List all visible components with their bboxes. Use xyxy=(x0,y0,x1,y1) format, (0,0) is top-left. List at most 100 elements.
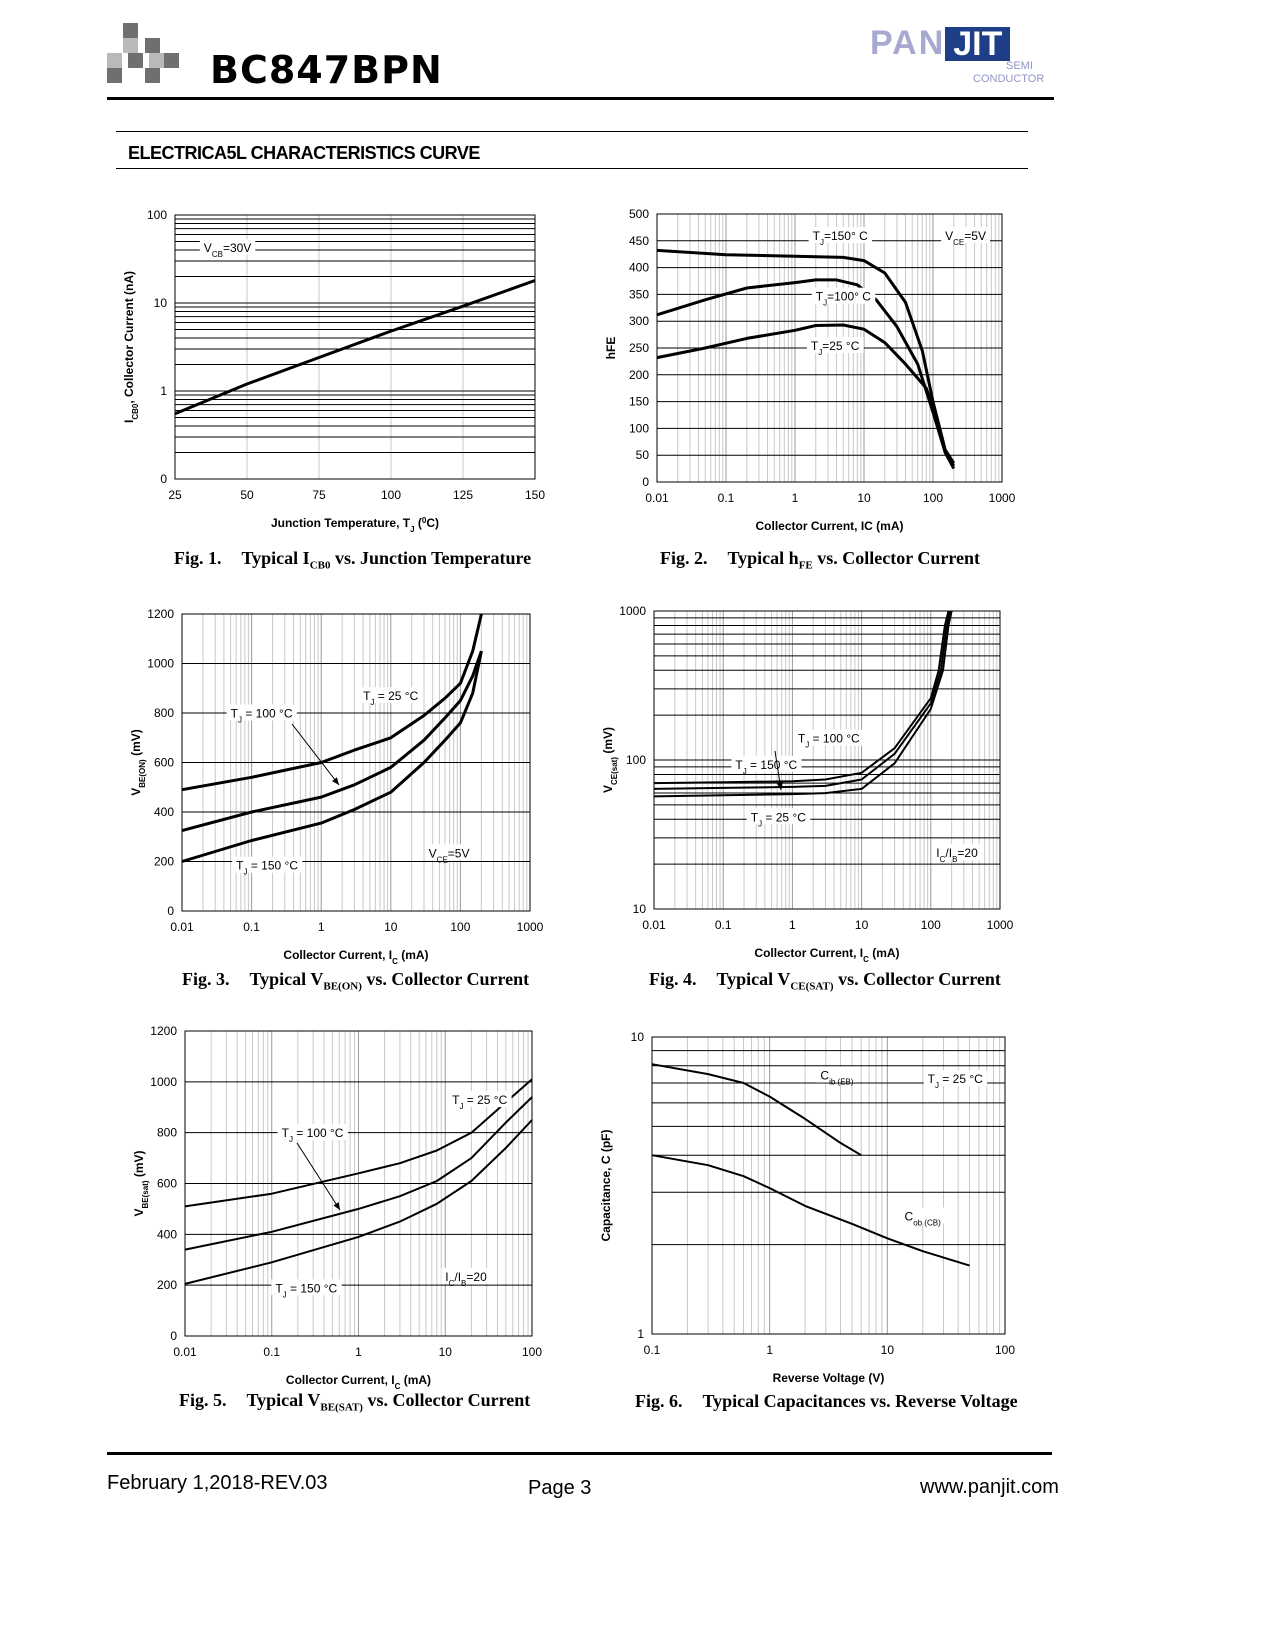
fig2-caption-b: vs. Collector Current xyxy=(812,548,981,568)
fig4-annot-c: =20 xyxy=(957,846,978,860)
fig1-xtick-label: 100 xyxy=(381,488,401,502)
fig6-ytick-label: 10 xyxy=(631,1030,645,1044)
fig3-arrow xyxy=(291,723,340,786)
fig5-annot-ic: IC/IB=20 xyxy=(445,1270,487,1288)
fig3-arrow-head xyxy=(332,777,339,785)
fig4-ytick-label: 100 xyxy=(626,753,646,767)
fig5-ytick-label: 400 xyxy=(157,1227,177,1241)
fig6-ylabel: Capacitance, C (pF) xyxy=(599,1129,613,1241)
footer-page: Page 3 xyxy=(528,1477,592,1499)
fig2-annot-bg-vce xyxy=(941,227,990,244)
fig1-series-0 xyxy=(174,279,536,416)
fig5-annot-b: = 100 °C xyxy=(293,1126,344,1140)
fig4-xtick-label: 0.1 xyxy=(715,918,732,932)
fig6-xtick-label: 100 xyxy=(995,1343,1015,1357)
fig2-xtick-label: 0.1 xyxy=(718,491,735,505)
fig4-series-1 xyxy=(653,610,952,790)
fig5-xlabel-sub: C xyxy=(395,1382,401,1391)
fig3-ylabel: VBE(ON) (mV) xyxy=(129,729,147,795)
fig2-caption: Fig. 2. Typical hFE vs. Collector Current xyxy=(660,548,980,572)
fig3-annot-bg-t25 xyxy=(359,687,423,704)
brand-logo: PAN JIT xyxy=(870,24,1011,63)
fig5-ylabel-sub: BE(sat) xyxy=(141,1180,150,1208)
fig2-ytick-label: 300 xyxy=(629,314,649,328)
fig5-xtick-label: 10 xyxy=(439,1345,453,1359)
fig1-ytick-label: 100 xyxy=(147,208,167,222)
fig6-xtick-label: 10 xyxy=(881,1343,895,1357)
fig1-xtick-label: 25 xyxy=(168,488,182,502)
fig2-ytick-label: 350 xyxy=(629,287,649,301)
fig4-xlabel-b: (mA) xyxy=(869,946,900,960)
footer-date: February 1,2018-REV.03 xyxy=(107,1472,328,1494)
fig1-frame xyxy=(174,214,536,480)
fig1-ylabel-sub: CB0 xyxy=(131,403,140,420)
fig4-series-0 xyxy=(653,610,950,785)
fig6-annot-bg-cib xyxy=(816,1066,858,1083)
fig4-annot-sub: J xyxy=(758,819,762,828)
brand-box: JIT xyxy=(945,26,1011,61)
fig2-ytick-label: 250 xyxy=(629,341,649,355)
fig1-annot-vcb: VCB=30V xyxy=(204,241,252,259)
fig3-xlabel: Collector Current, IC (mA) xyxy=(283,948,428,966)
fig3-annot-t100: TJ = 100 °C xyxy=(231,706,293,724)
fig1-grid xyxy=(174,214,536,480)
fig6-annot-bg-tj xyxy=(923,1070,988,1087)
fig1-ylabel-a: I xyxy=(122,420,136,423)
fig5-ylabel: VBE(sat) (mV) xyxy=(132,1150,150,1216)
fig3-annot-bg-vce xyxy=(424,844,474,861)
fig5-xtick-label: 1 xyxy=(355,1345,362,1359)
fig5-caption-b: vs. Collector Current xyxy=(362,1390,531,1410)
fig3-series-1 xyxy=(181,650,483,833)
fig3-annot-bg-t150 xyxy=(232,856,303,873)
fig5-annot-t25: TJ = 25 °C xyxy=(452,1093,508,1111)
fig5-annot-t100: TJ = 100 °C xyxy=(282,1126,344,1144)
fig6-annot-bg-cob xyxy=(900,1207,946,1224)
fig1-annot-a: V xyxy=(204,241,212,255)
fig3-caption-b: vs. Collector Current xyxy=(361,969,530,989)
fig3-ytick-label: 1000 xyxy=(147,657,174,671)
fig5-series-2 xyxy=(184,1119,533,1285)
fig5-annot-sub: J xyxy=(283,1290,287,1299)
fig5-annot-sub: C xyxy=(449,1278,455,1287)
fig4-caption-sub: CE(SAT) xyxy=(790,980,834,993)
fig2-annot-sub: J xyxy=(823,298,827,307)
fig4-xlabel: Collector Current, IC (mA) xyxy=(754,946,899,964)
fig5-xtick-label: 0.01 xyxy=(173,1345,197,1359)
fig4-xtick-label: 1 xyxy=(789,918,796,932)
fig5-annot-sub: J xyxy=(459,1102,463,1111)
fig4-ylabel: VCE(sat) (mV) xyxy=(601,727,619,793)
fig2-frame xyxy=(656,213,1003,483)
fig3-annot-b: = 150 °C xyxy=(248,859,299,873)
fig3-annot-b: = 25 °C xyxy=(374,689,418,703)
fig3-annot-a: T xyxy=(363,689,371,703)
fig1-ylabel: ICB0, Collector Current (nA) xyxy=(122,271,140,423)
fig1-annot-b: =30V xyxy=(223,241,251,255)
fig3-series-0 xyxy=(181,613,483,792)
fig2-annot-a: T xyxy=(811,339,819,353)
fig4-caption: Fig. 4. Typical VCE(SAT) vs. Collector Cu… xyxy=(649,969,1001,993)
fig1-caption-prefix: Fig. 1. xyxy=(174,548,222,568)
fig2-annot-sub: J xyxy=(820,238,824,247)
fig3-ylabel-a: V xyxy=(129,788,143,796)
fig3-annot-b: = 100 °C xyxy=(242,706,293,720)
fig4-annot-bg-t150 xyxy=(731,755,802,772)
fig6-xtick-label: 1 xyxy=(766,1343,773,1357)
fig2-ylabel-a: hFE xyxy=(604,337,618,360)
fig1-xlabel-c: C) xyxy=(426,516,439,530)
fig3-caption-prefix: Fig. 3. xyxy=(182,969,230,989)
fig2-annot-t100: TJ=100° C xyxy=(816,290,872,308)
fig1-xlabel-sup: 0 xyxy=(422,516,427,525)
fig2-xlabel-a: Collector Current, IC (mA) xyxy=(755,519,903,533)
fig2-xtick-label: 100 xyxy=(923,491,943,505)
fig6-ytick-label: 1 xyxy=(637,1327,644,1341)
fig3-xtick-label: 1 xyxy=(318,920,325,934)
fig1-caption: Fig. 1. Typical ICB0 vs. Junction Tempera… xyxy=(174,548,531,572)
fig3-annot-a: T xyxy=(231,706,239,720)
fig1-caption-sub: CB0 xyxy=(309,559,331,572)
fig3-frame xyxy=(181,613,531,912)
fig3-ytick-label: 800 xyxy=(154,706,174,720)
fig6-series-1 xyxy=(651,1154,970,1267)
fig4-annot-t150: TJ = 150 °C xyxy=(735,758,797,776)
fig2-caption-prefix: Fig. 2. xyxy=(660,548,708,568)
fig5-ytick-label: 200 xyxy=(157,1278,177,1292)
